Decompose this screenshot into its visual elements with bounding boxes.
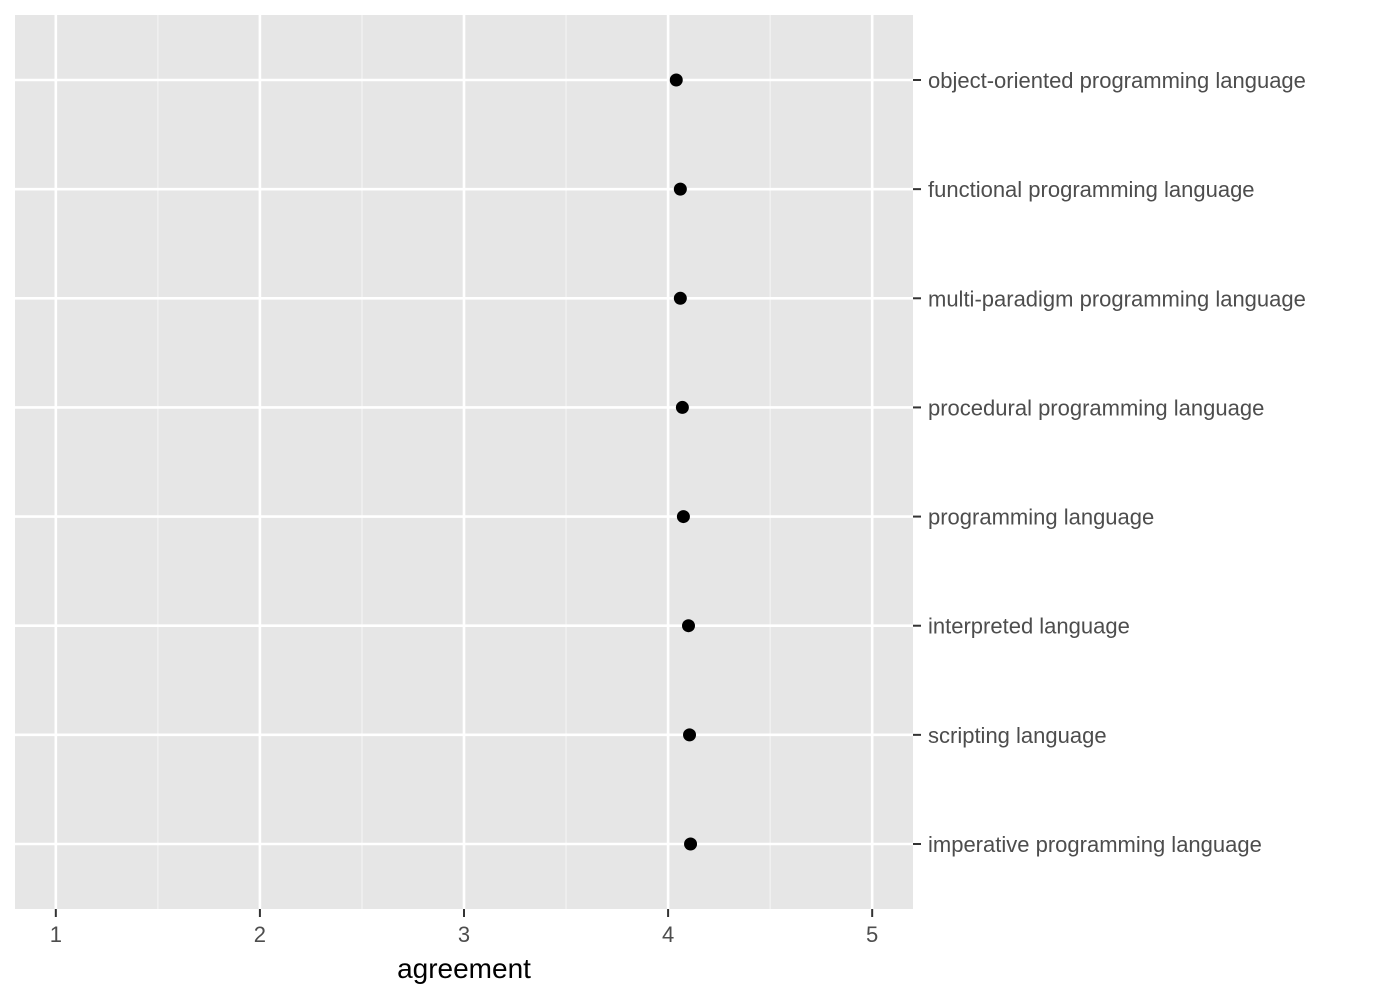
y-tick-label: multi-paradigm programming language	[928, 286, 1306, 311]
data-point	[675, 400, 689, 414]
data-point	[682, 619, 695, 633]
data-point	[669, 73, 683, 87]
y-tick-label: procedural programming language	[928, 395, 1264, 420]
y-axis-right: object-oriented programming language func…	[913, 68, 1306, 857]
major-gridlines	[15, 15, 913, 909]
x-tick-label: 3	[458, 922, 470, 947]
data-point	[683, 728, 697, 742]
x-tick-label: 2	[254, 922, 266, 947]
y-tick-label: programming language	[928, 505, 1154, 530]
x-tick-label: 5	[866, 922, 878, 947]
y-tick-label: functional programming language	[928, 177, 1255, 202]
y-tick-label: scripting language	[928, 723, 1107, 748]
data-point	[673, 291, 687, 305]
x-tick-label: 1	[50, 922, 62, 947]
y-tick-label: imperative programming language	[928, 832, 1262, 857]
x-axis-title: agreement	[397, 953, 531, 984]
y-tick-label: object-oriented programming language	[928, 68, 1306, 93]
data-point	[684, 837, 698, 851]
x-tick-label: 4	[662, 922, 674, 947]
data-points	[669, 73, 698, 851]
y-tick-label: interpreted language	[928, 614, 1130, 639]
minor-gridlines	[157, 15, 771, 909]
data-point	[676, 510, 690, 524]
data-point	[673, 182, 687, 196]
x-axis: 1 2 3 4 5	[50, 909, 878, 947]
